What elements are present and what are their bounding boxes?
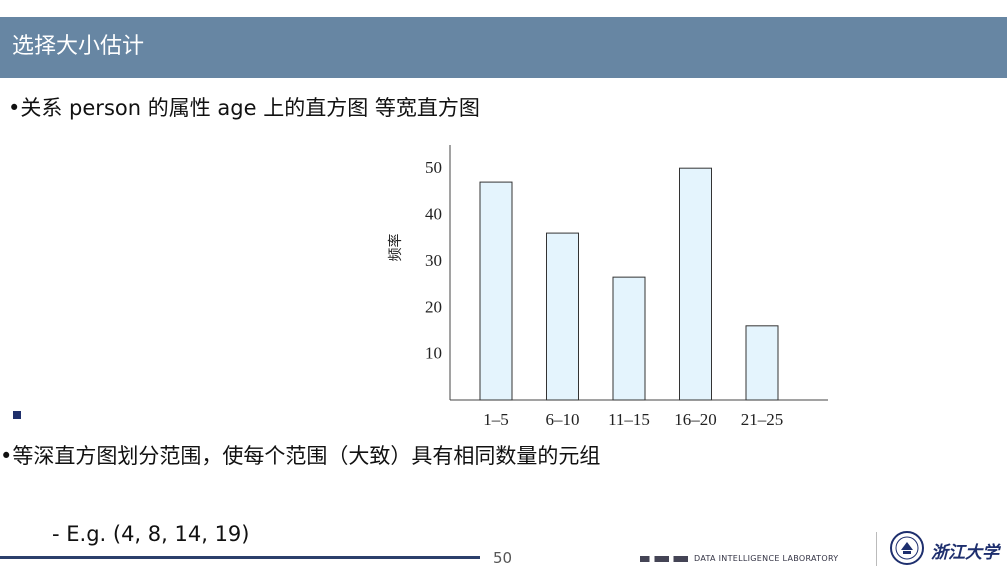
x-tick-label: 11–15 (608, 410, 650, 429)
title-bar (0, 17, 1007, 78)
bar (612, 276, 646, 401)
bullet-histogram: •关系 person 的属性 age 上的直方图 等宽直方图 (8, 96, 480, 120)
footer-line (0, 556, 480, 559)
footer-divider (876, 532, 877, 566)
x-tick-label: 21–25 (741, 410, 784, 429)
y-tick-label: 10 (425, 344, 442, 363)
example-text: - E.g. (4, 8, 14, 19) (52, 522, 250, 546)
y-axis-label: 频率 (387, 234, 404, 262)
y-tick-label: 30 (425, 251, 442, 270)
lab-name: DATA INTELLIGENCE LABORATORY (694, 554, 839, 563)
bar (546, 232, 579, 401)
x-tick-label: 16–20 (674, 410, 717, 429)
bar (679, 167, 712, 401)
page-number: 50 (493, 549, 513, 567)
y-tick-label: 20 (425, 297, 442, 316)
lab-logo-icon (640, 555, 688, 562)
x-tick-label: 1–5 (483, 410, 509, 429)
bullet-square-icon (13, 411, 21, 419)
slide-title: 选择大小估计 (12, 34, 145, 59)
university-seal-icon (890, 531, 924, 565)
lab-logo: DATA INTELLIGENCE LABORATORY (640, 554, 839, 563)
y-tick-label: 50 (425, 158, 442, 177)
y-tick-label: 40 (425, 205, 442, 224)
bullet-equidepth: •等深直方图划分范围，使每个范围（大致）具有相同数量的元组 (0, 444, 601, 468)
university-name: 浙江大学 (931, 543, 999, 563)
x-tick-label: 6–10 (546, 410, 580, 429)
bar (479, 181, 513, 401)
histogram-chart: 10 20 30 40 50 频率 1–5 6–10 11–15 16–20 21–25 (387, 145, 828, 429)
bar (745, 325, 779, 401)
